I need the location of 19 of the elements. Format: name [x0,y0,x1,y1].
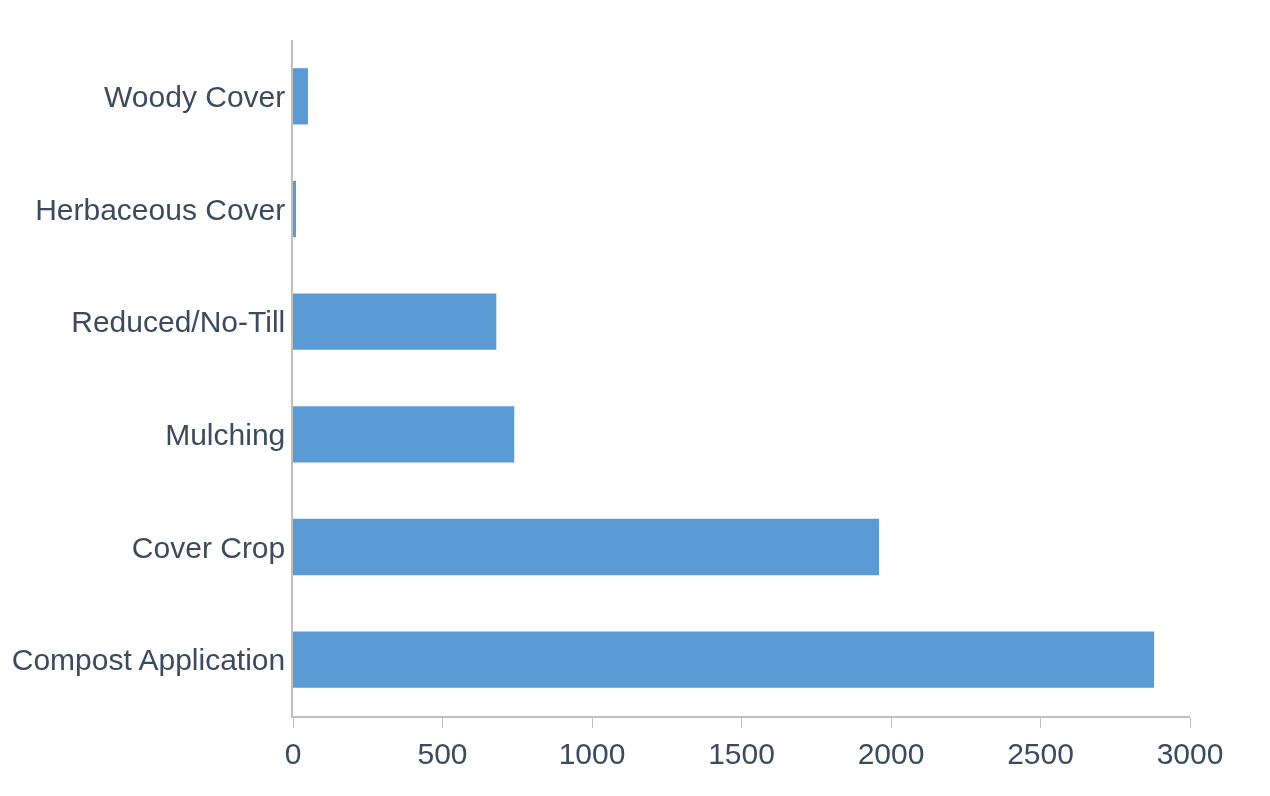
x-tick-label: 2500 [1007,736,1074,770]
bar [293,180,296,238]
x-tick-label: 1000 [558,736,626,770]
bar [293,631,1155,688]
x-tick-label: 3000 [1156,736,1224,770]
x-tick-label: 1500 [708,736,775,770]
x-tick-label: 2000 [857,736,925,770]
bar [293,293,497,350]
x-tick-label: 500 [417,736,468,770]
y-tick-label: Mulching [165,417,286,451]
y-tick-label: Reduced/No-Till [71,305,286,339]
y-tick-label: Herbaceous Cover [35,192,286,226]
y-tick-label: Woody Cover [104,79,286,113]
bar [293,406,515,463]
y-tick-label: Compost Application [11,643,286,677]
x-tick-label: 0 [284,736,302,770]
bar [293,68,308,125]
y-tick-label: Cover Crop [131,530,286,564]
bar [293,518,880,576]
